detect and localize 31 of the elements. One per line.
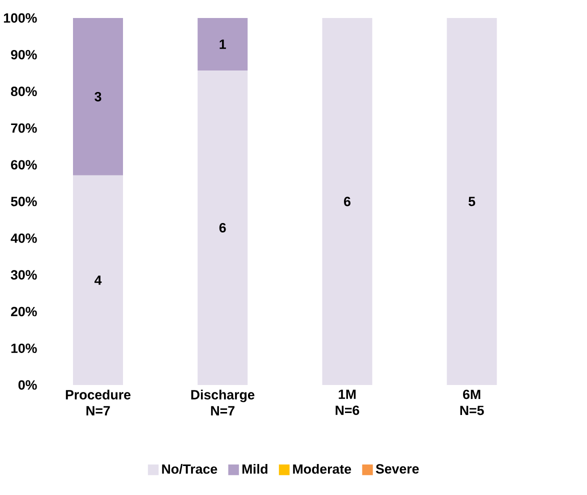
- y-tick-label: 20%: [10, 306, 37, 316]
- y-tick-label: 80%: [10, 86, 37, 96]
- y-tick-label: 90%: [10, 50, 37, 60]
- y-tick-label: 10%: [11, 344, 37, 353]
- bar: [322, 18, 372, 385]
- bar: [198, 18, 248, 70]
- legend-label: Mild: [242, 464, 268, 474]
- x-tick-label: 1M N=6: [336, 390, 360, 415]
- bar: [198, 70, 248, 385]
- bar: [446, 18, 497, 385]
- y-tick-label: 60%: [11, 160, 37, 170]
- annotation: 3: [94, 92, 102, 102]
- bar: [73, 175, 123, 385]
- y-tick-label: 0%: [18, 380, 37, 390]
- annotation: 6: [344, 196, 350, 206]
- y-tick-label: 100%: [4, 13, 37, 23]
- annotation: 5: [468, 196, 476, 206]
- annotation: 1: [220, 40, 226, 49]
- x-tick-label: Procedure N=7: [66, 390, 131, 416]
- bar: [73, 18, 123, 176]
- y-tick-label: 70%: [11, 123, 37, 133]
- y-tick-label: 50%: [10, 196, 37, 206]
- annotation: 6: [219, 223, 226, 232]
- legend-label: Moderate: [293, 464, 352, 474]
- annotation: 4: [94, 276, 102, 285]
- x-tick-label: 6M N=5: [460, 390, 484, 416]
- legend-label: No/Trace: [162, 464, 218, 474]
- y-tick-label: 40%: [10, 233, 37, 243]
- x-tick-label: Discharge N=7: [191, 390, 254, 416]
- legend-label: Severe: [376, 464, 419, 474]
- y-tick-label: 30%: [10, 270, 37, 280]
